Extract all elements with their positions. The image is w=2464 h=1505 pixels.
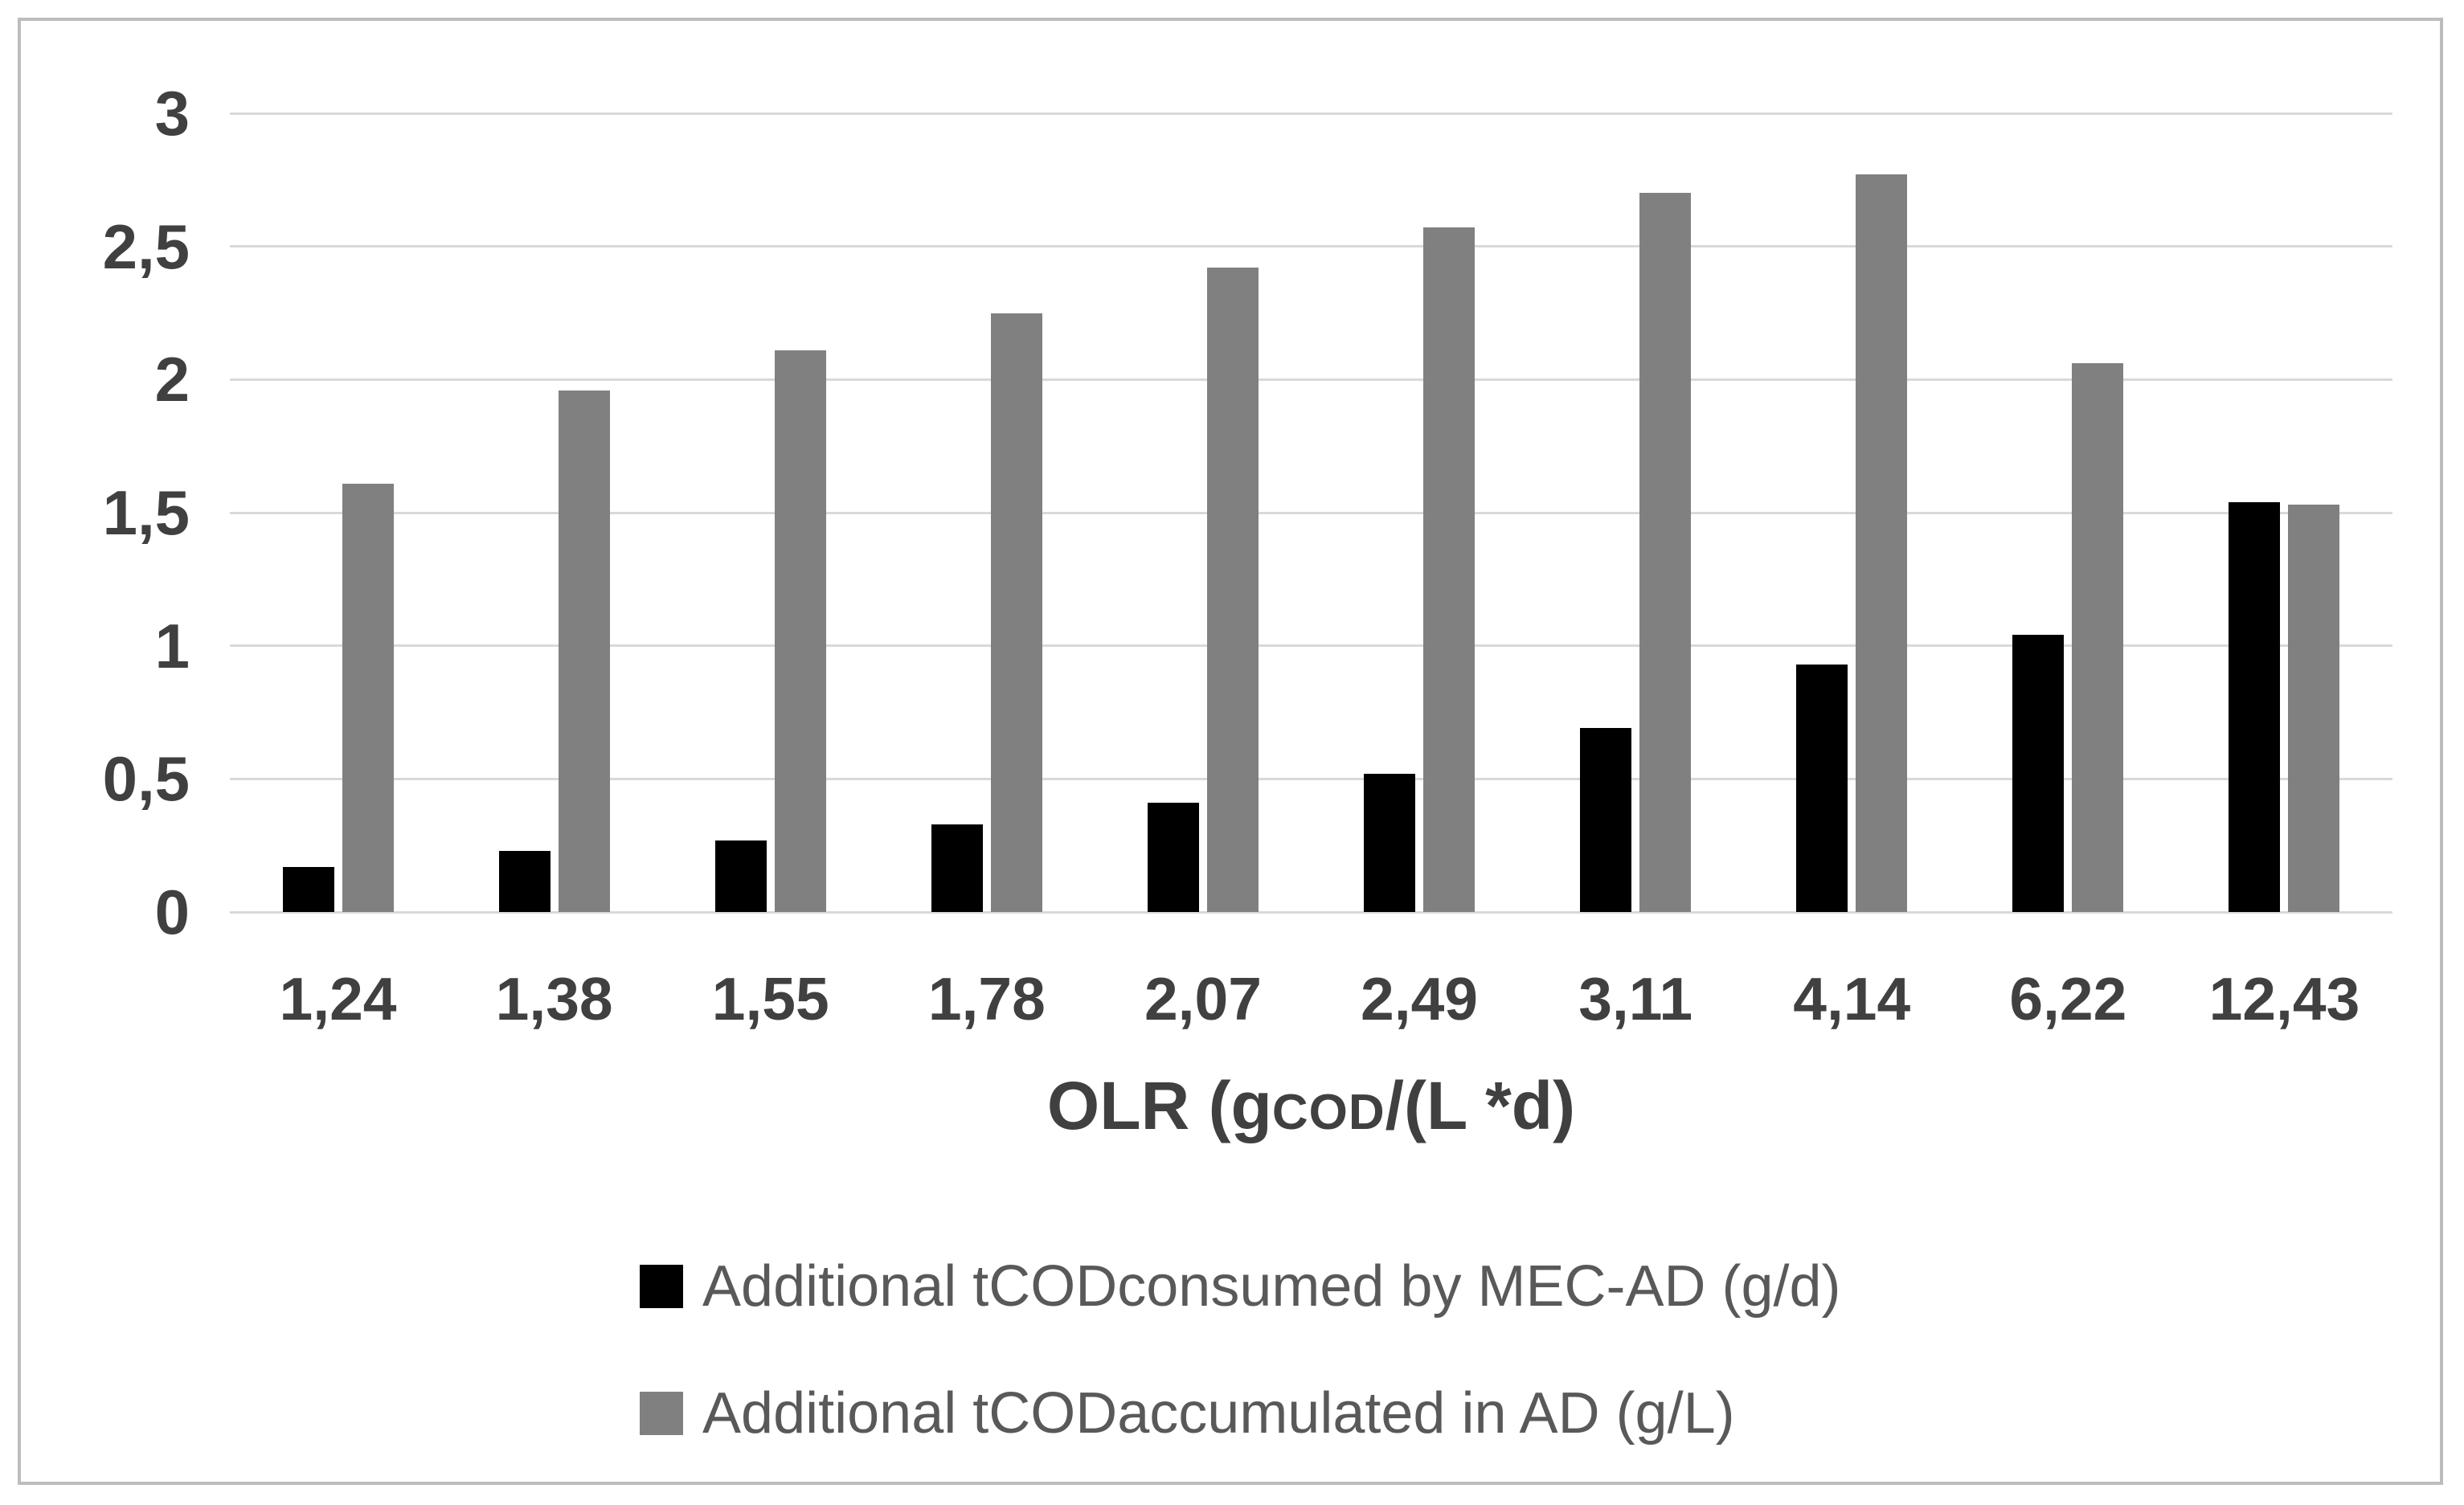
- x-tick-label: 2,49: [1361, 965, 1479, 1033]
- x-tick-label: 1,78: [927, 965, 1046, 1033]
- bar-gray-2,49: [1423, 227, 1476, 912]
- gridline-2,5: [230, 245, 2392, 248]
- x-tick-label: 4,14: [1793, 965, 1911, 1033]
- y-tick-label: 1,5: [102, 477, 190, 548]
- y-tick-label: 0: [154, 877, 190, 947]
- x-axis-title: OLR (gCOD/(L *d): [230, 1065, 2392, 1153]
- chart-frame-border: 0 0,5 1 1,5 2 2,5 3 1,24 1,38 1,55 1,78 2,07 2,49 3,1…: [18, 18, 2443, 1485]
- gridline-0: [230, 910, 2392, 914]
- bar-black-6,22: [2012, 635, 2065, 912]
- bar-gray-1,55: [774, 350, 826, 912]
- gridline-0,5: [230, 777, 2392, 780]
- y-tick-label: 1: [154, 610, 190, 681]
- x-tick-label: 1,55: [711, 965, 829, 1033]
- bar-gray-1,78: [990, 313, 1042, 912]
- bar-gray-1,38: [558, 390, 610, 912]
- bar-gray-4,14: [1856, 174, 1908, 912]
- legend-item-accumulated: Additional tCODaccumulated in AD (g/L): [640, 1381, 1841, 1446]
- x-tick-label: 3,11: [1578, 965, 1693, 1033]
- x-tick-label: 1,24: [279, 965, 397, 1033]
- bar-gray-6,22: [2072, 363, 2124, 912]
- bar-black-2,07: [1147, 803, 1199, 912]
- legend-swatch-black: [640, 1265, 683, 1308]
- bar-black-2,49: [1364, 773, 1416, 912]
- x-tick-label: 12,43: [2208, 965, 2360, 1033]
- legend-item-consumed: Additional tCODconsumed by MEC-AD (g/d): [640, 1258, 1841, 1315]
- bar-gray-3,11: [1639, 193, 1692, 912]
- bar-black-1,55: [714, 840, 767, 912]
- bar-gray-2,07: [1206, 268, 1259, 912]
- x-tick-label: 6,22: [2009, 965, 2127, 1033]
- legend-swatch-gray: [640, 1392, 683, 1435]
- x-axis-title-pre: OLR (g: [1046, 1068, 1272, 1143]
- bar-black-3,11: [1580, 728, 1632, 912]
- legend-label-accumulated: Additional tCODaccumulated in AD (g/L): [702, 1381, 1735, 1446]
- x-axis-title-post: /(L *d): [1385, 1068, 1576, 1143]
- x-axis-title-subscript: COD: [1271, 1085, 1385, 1140]
- bar-black-1,24: [282, 866, 334, 912]
- y-tick-label: 3: [154, 78, 190, 149]
- bar-black-1,78: [931, 824, 983, 912]
- legend: Additional tCODconsumed by MEC-AD (g/d) …: [640, 1258, 1841, 1505]
- gridline-1: [230, 644, 2392, 648]
- gridline-2: [230, 378, 2392, 381]
- gridline-3: [230, 112, 2392, 115]
- bar-black-4,14: [1796, 664, 1848, 912]
- bar-black-1,38: [498, 850, 551, 912]
- legend-label-consumed: Additional tCODconsumed by MEC-AD (g/d): [702, 1254, 1841, 1319]
- x-tick-label: 2,07: [1144, 965, 1262, 1033]
- y-tick-label: 2,5: [102, 211, 190, 282]
- gridline-1,5: [230, 511, 2392, 514]
- bar-gray-12,43: [2288, 505, 2340, 912]
- bar-gray-1,24: [342, 483, 394, 912]
- y-tick-label: 0,5: [102, 743, 190, 815]
- plot-area: 0 0,5 1 1,5 2 2,5 3 1,24 1,38 1,55 1,78 2,07 2,49 3,1…: [21, 21, 2464, 1505]
- y-tick-label: 2: [154, 344, 190, 415]
- bar-black-12,43: [2229, 501, 2281, 912]
- x-tick-label: 1,38: [495, 965, 613, 1033]
